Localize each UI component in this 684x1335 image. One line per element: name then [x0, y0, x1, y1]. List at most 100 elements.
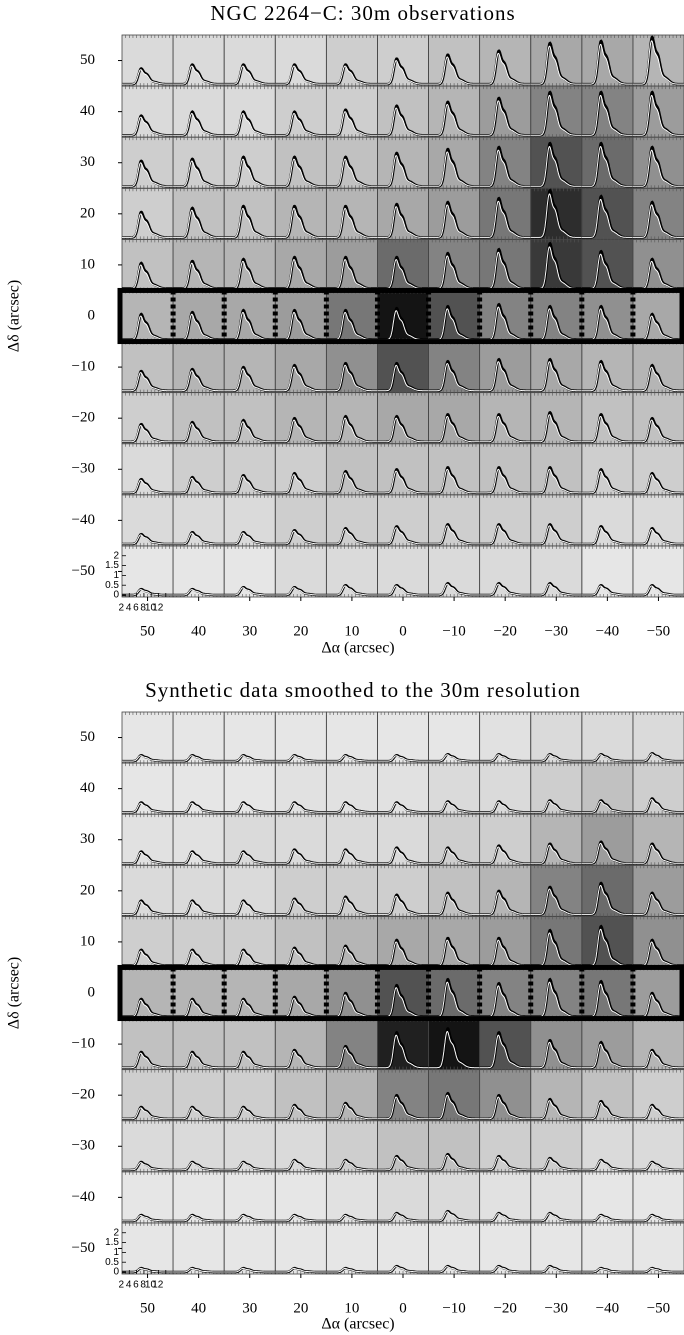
y-tick-label: 20: [80, 205, 95, 221]
map-cell: [377, 495, 429, 547]
spec-y-tick-label: 0.5: [105, 580, 119, 591]
map-cell: [377, 444, 429, 496]
map-cell: [122, 86, 174, 138]
map-cell: [326, 342, 378, 394]
map-cell: [582, 342, 634, 394]
map-cell: [582, 865, 634, 917]
y-tick-label: 0: [88, 307, 96, 323]
map-cell: [173, 290, 225, 342]
map-cell: [275, 1070, 327, 1122]
map-cell: [531, 814, 583, 866]
map-cell: [633, 1223, 684, 1275]
spec-y-tick-label: 0: [113, 590, 119, 601]
map-cell: [429, 393, 481, 445]
map-cell: [173, 916, 225, 968]
map-cell: [429, 916, 481, 968]
map-cell: [582, 495, 634, 547]
map-cell: [275, 137, 327, 189]
map-cell: [582, 1172, 634, 1224]
map-cell: [429, 865, 481, 917]
map-cell: [224, 916, 276, 968]
x-tick-label: −40: [596, 623, 619, 639]
y-tick-label: −10: [72, 359, 95, 375]
map-cell: [326, 188, 378, 240]
map-cell: [275, 290, 327, 342]
spec-x-tick-label: 6: [133, 603, 139, 614]
map-cell: [633, 495, 684, 547]
map-cell: [582, 1019, 634, 1071]
map-cell: [173, 712, 225, 764]
map-cell: [531, 290, 583, 342]
map-cell: [582, 444, 634, 496]
map-cell: [377, 1070, 429, 1122]
y-tick-label: 10: [80, 256, 95, 272]
map-cell: [531, 393, 583, 445]
map-cell: [633, 342, 684, 394]
map-cell: [173, 967, 225, 1019]
map-cell: [122, 1172, 174, 1224]
map-cell: [377, 1223, 429, 1275]
map-cell: [173, 444, 225, 496]
map-cell: [275, 188, 327, 240]
map-cell: [275, 814, 327, 866]
x-tick-label: −10: [442, 623, 465, 639]
map-cell: [429, 1223, 481, 1275]
map-cell: [377, 865, 429, 917]
map-cell: [326, 393, 378, 445]
map-cell: [582, 1070, 634, 1122]
map-cell: [531, 495, 583, 547]
map-cell: [224, 1223, 276, 1275]
map-cell: [480, 1121, 532, 1173]
map-cell: [224, 865, 276, 917]
map-cell: [122, 916, 174, 968]
map-cell: [275, 444, 327, 496]
map-cell: [122, 239, 174, 291]
map-cell: [224, 1019, 276, 1071]
map-cell: [377, 712, 429, 764]
map-cell: [224, 967, 276, 1019]
map-cell: [633, 1070, 684, 1122]
map-cell: [224, 444, 276, 496]
map-cell: [480, 35, 532, 87]
map-cell: [633, 1019, 684, 1071]
x-axis-label: Δα (arcsec): [321, 640, 394, 657]
y-tick-label: −30: [72, 461, 95, 477]
map-cell: [480, 1223, 532, 1275]
map-cell: [429, 444, 481, 496]
map-cell: [377, 342, 429, 394]
map-cell: [122, 546, 174, 598]
map-cell: [326, 444, 378, 496]
map-cell: [429, 35, 481, 87]
map-cell: [275, 86, 327, 138]
map-cell: [633, 444, 684, 496]
map-cell: [326, 865, 378, 917]
map-cell: [275, 1223, 327, 1275]
map-cell: [429, 1070, 481, 1122]
map-cell: [326, 137, 378, 189]
map-cell: [326, 916, 378, 968]
map-cell: [173, 137, 225, 189]
x-tick-label: −30: [545, 623, 568, 639]
map-cell: [377, 814, 429, 866]
map-cell: [377, 916, 429, 968]
map-cell: [633, 763, 684, 815]
map-cell: [326, 1070, 378, 1122]
map-cell: [224, 137, 276, 189]
y-tick-label: 40: [80, 103, 95, 119]
map-cell: [480, 916, 532, 968]
map-cell: [275, 967, 327, 1019]
map-cell: [429, 86, 481, 138]
spec-y-tick-label: 2: [113, 550, 119, 561]
map-cell: [633, 239, 684, 291]
map-cell: [480, 393, 532, 445]
map-cell: [377, 1121, 429, 1173]
map-cell: [326, 290, 378, 342]
map-cell: [531, 865, 583, 917]
map-cell: [173, 1172, 225, 1224]
map-cell: [633, 393, 684, 445]
map-cell: [633, 1172, 684, 1224]
panel-title: NGC 2264−C: 30m observations: [210, 1, 515, 25]
map-cell: [275, 916, 327, 968]
x-tick-label: 20: [293, 623, 308, 639]
